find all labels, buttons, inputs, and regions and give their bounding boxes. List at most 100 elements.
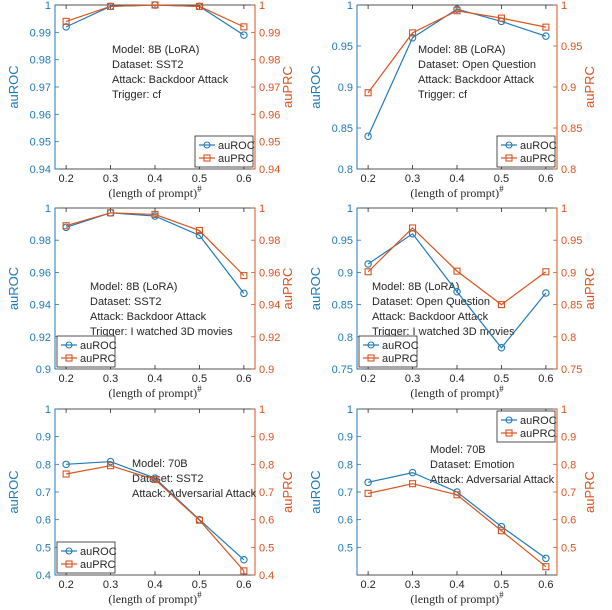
left-y-tick-label: 0.75 [332,364,353,376]
data-point-auPRC [195,516,203,524]
series-line-auROC [66,460,245,561]
legend-marker [505,141,513,149]
series-line-auPRC [367,227,547,306]
right-y-axis-label: auPRC [582,268,597,310]
data-point-auROC [453,287,461,296]
data-point-auROC [62,460,70,469]
left-y-tick-label: 0.9 [36,432,51,444]
x-tick-label: 0.5 [192,173,207,185]
right-y-tick-label: 1 [259,203,265,215]
legend-marker [203,154,211,162]
x-axis-label: (length of prompt)# [108,590,202,606]
x-axis-label: (length of prompt)# [108,384,202,400]
right-y-tick-label: 0.9 [259,364,274,376]
right-y-tick-label: 0.92 [259,332,280,344]
annotation-line: Trigger: cf [112,89,162,101]
data-point-auROC [542,554,550,563]
left-y-tick-label: 0.96 [30,267,51,279]
annotation-line: Dataset: Emotion [430,459,514,471]
x-axis-label: (length of prompt)# [410,384,504,400]
left-y-tick-label: 0.8 [36,459,51,471]
right-y-tick-label: 0.6 [561,515,576,527]
left-y-tick-label: 0.95 [332,41,353,53]
legend-label: auPRC [520,153,556,165]
right-y-tick-label: 0.8 [561,459,576,471]
data-point-auPRC [497,14,505,22]
right-y-tick-label: 0.9 [561,82,576,94]
chart-panel-5: 0.2 0.3 0.4 0.5 0.6 0.4 0.4 0.5 0.5 0.6 0.6 0.7 0.7 0… [6,404,295,606]
annotation-line: Model: 70B [132,458,188,470]
x-axis-label: (length of prompt)# [410,184,504,200]
annotation-line: Trigger: cf [418,89,468,101]
x-tick-label: 0.4 [449,373,464,385]
legend-marker [367,354,375,362]
data-point-auPRC [107,209,115,217]
left-y-tick-label: 0.9 [338,82,353,94]
legend-box [56,335,116,368]
data-point-auPRC [151,1,159,9]
data-point-auPRC [409,480,417,488]
data-point-auROC [364,132,372,140]
x-tick-label: 0.3 [405,579,420,591]
data-point-auROC [364,478,372,487]
left-y-tick-label: 0.7 [36,487,51,499]
legend-marker [65,341,73,349]
legend-label: auROC [80,340,117,352]
left-y-tick-label: 0.5 [36,542,51,554]
annotation-line: Attack: Adversarial Attack [430,474,555,486]
data-point-auROC [62,23,70,31]
data-point-auPRC [497,301,505,309]
legend-marker [65,354,73,362]
legend-box [496,410,556,443]
legend-marker [65,547,73,555]
legend-box [56,541,116,574]
data-point-auPRC [107,2,115,10]
left-y-tick-label: 0.9 [338,267,353,279]
legend-box [496,135,556,168]
data-point-auPRC [240,23,248,31]
left-y-tick-label: 1 [45,0,51,12]
legend-marker [367,341,375,349]
data-point-auROC [497,343,506,352]
data-point-auPRC [542,268,550,276]
left-y-tick-label: 1 [347,404,353,416]
right-y-axis-label: auPRC [280,471,295,513]
right-y-tick-label: 1 [561,404,567,416]
right-y-axis-label: auPRC [582,471,597,513]
x-tick-label: 0.6 [236,373,251,385]
legend-box [194,135,254,168]
left-y-tick-label: 1 [45,203,51,215]
right-y-tick-label: 0.99 [259,27,280,39]
x-tick-label: 0.3 [405,373,420,385]
data-point-auPRC [453,7,461,15]
left-y-tick-label: 0.6 [36,515,51,527]
right-y-tick-label: 0.75 [561,364,582,376]
left-y-tick-label: 0.95 [30,137,51,149]
right-y-tick-label: 0.9 [561,267,576,279]
annotation-line: Attack: Backdoor Attack [112,74,229,86]
data-point-auPRC [62,222,70,230]
x-tick-label: 0.6 [236,173,251,185]
right-y-tick-label: 0.7 [561,487,576,499]
series-line-auROC [367,232,547,349]
right-y-tick-label: 0.5 [561,542,576,554]
data-point-auROC [408,468,417,477]
left-y-tick-label: 0.4 [36,570,51,582]
legend-label: auPRC [520,428,556,440]
left-y-tick-label: 0.85 [332,123,353,135]
legend-label: auROC [520,140,557,152]
legend-label: auPRC [80,559,116,571]
left-y-axis-label: auROC [6,470,21,513]
x-tick-label: 0.3 [103,373,118,385]
right-y-tick-label: 1 [561,203,567,215]
right-y-tick-label: 0.5 [259,542,274,554]
series-line-auPRC [367,10,547,94]
data-point-auPRC [453,267,461,275]
right-y-tick-label: 0.7 [259,487,274,499]
left-y-tick-label: 0.9 [36,364,51,376]
x-tick-label: 0.5 [494,579,509,591]
